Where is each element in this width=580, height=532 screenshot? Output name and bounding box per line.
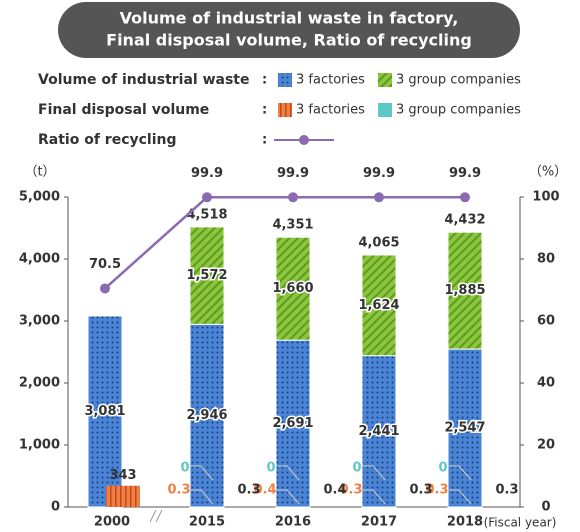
legend-label: 3 group companies [396, 73, 521, 88]
value-label: 0 [352, 461, 361, 476]
leader-line [191, 489, 214, 505]
y-tick-label: 4,000 [19, 252, 60, 267]
value-label: 2,946 [186, 408, 227, 423]
x-tick-label: 2017 [361, 515, 397, 530]
bar-segment [87, 315, 123, 508]
disposal-total-label: 0.3 [237, 483, 260, 498]
y2-tick-label: 20 [537, 438, 555, 453]
y2-tick-label: 0 [541, 500, 550, 515]
disposal-total-label: 0.4 [323, 483, 346, 498]
disposal-total-label: 0.3 [495, 483, 518, 498]
bar-segment [447, 231, 483, 350]
leader-line [449, 489, 472, 505]
value-label: 0 [438, 461, 447, 476]
ratio-point [460, 192, 470, 203]
value-label: 1,885 [444, 283, 485, 298]
leader-line [277, 465, 300, 481]
leader-line [191, 465, 214, 481]
bar-segment [106, 485, 140, 507]
legend-swatch [278, 73, 292, 87]
total-label: 4,065 [358, 235, 399, 250]
title-banner [58, 2, 520, 58]
value-label: 1,660 [272, 281, 313, 296]
legend-separator: : [262, 103, 267, 118]
value-label: 0.3 [425, 483, 448, 498]
value-label: 0 [180, 461, 189, 476]
value-label: 0 [266, 461, 275, 476]
chart-title: Final disposal volume, Ratio of recyclin… [106, 31, 472, 50]
legend-group-label: Ratio of recycling [38, 132, 177, 148]
x-tick-label: 2016 [275, 515, 311, 530]
legend-separator: : [262, 133, 267, 148]
y2-tick-label: 80 [537, 252, 555, 267]
leader-line [277, 489, 300, 505]
legend-label: 3 factories [296, 73, 365, 88]
ratio-point [374, 192, 384, 203]
total-label: 4,518 [186, 207, 227, 222]
legend-marker [299, 135, 309, 145]
total-label: 4,351 [272, 218, 313, 233]
x-tick-label: 2018 [447, 515, 483, 530]
legend-swatch [378, 73, 392, 87]
ratio-label: 99.9 [449, 166, 481, 181]
leader-line [449, 465, 472, 481]
total-label: 4,432 [444, 213, 485, 228]
ratio-point [202, 192, 212, 203]
y-tick-label: 5,000 [19, 190, 60, 205]
bar-segment [275, 339, 311, 508]
value-label: 0.3 [339, 483, 362, 498]
x-tick-label: 2015 [189, 515, 225, 530]
value-label: 2,547 [444, 421, 485, 436]
disposal-total-label: 0.3 [409, 483, 432, 498]
value-label: 2,441 [358, 424, 399, 439]
value-label: 0.3 [167, 483, 190, 498]
chart-title: Volume of industrial waste in factory, [120, 9, 459, 28]
legend-group-label: Volume of industrial waste [38, 72, 250, 88]
ratio-point [288, 192, 298, 203]
value-label: 1,624 [358, 298, 399, 313]
legend-swatch [378, 103, 392, 117]
y2-tick-label: 60 [537, 314, 555, 329]
y-tick-label: 2,000 [19, 376, 60, 391]
bar-segment [275, 236, 311, 341]
legend-separator: : [262, 73, 267, 88]
x-tick-label: 2000 [94, 515, 130, 530]
legend-group-label: Final disposal volume [38, 102, 209, 118]
bar-segment [361, 254, 397, 357]
bar-segment [189, 323, 225, 508]
y2-tick-label: 100 [532, 190, 559, 205]
y-tick-label: 0 [51, 500, 60, 515]
leader-line [363, 465, 386, 481]
y-tick-label: 1,000 [19, 438, 60, 453]
value-label: 3,081 [84, 404, 125, 419]
value-label: 2,691 [272, 416, 313, 431]
value-label: 1,572 [186, 268, 227, 283]
ratio-point [100, 283, 110, 294]
y-axis-unit: （t） [24, 165, 55, 180]
y2-tick-label: 40 [537, 376, 555, 391]
value-label: 343 [109, 468, 136, 483]
ratio-label: 99.9 [363, 166, 395, 181]
y-tick-label: 3,000 [19, 314, 60, 329]
bar-segment [361, 355, 397, 508]
bar-segment [189, 226, 225, 325]
leader-line [363, 489, 386, 505]
ratio-label: 99.9 [277, 166, 309, 181]
legend-label: 3 group companies [396, 103, 521, 118]
ratio-label: 70.5 [89, 257, 121, 272]
ratio-label: 99.9 [191, 166, 223, 181]
axis-break [149, 509, 163, 523]
value-label: 0.4 [253, 483, 276, 498]
legend-swatch [278, 103, 292, 117]
y2-axis-unit: （%） [529, 165, 567, 180]
legend-label: 3 factories [296, 103, 365, 118]
x-axis-label: (Fiscal year) [484, 516, 557, 530]
